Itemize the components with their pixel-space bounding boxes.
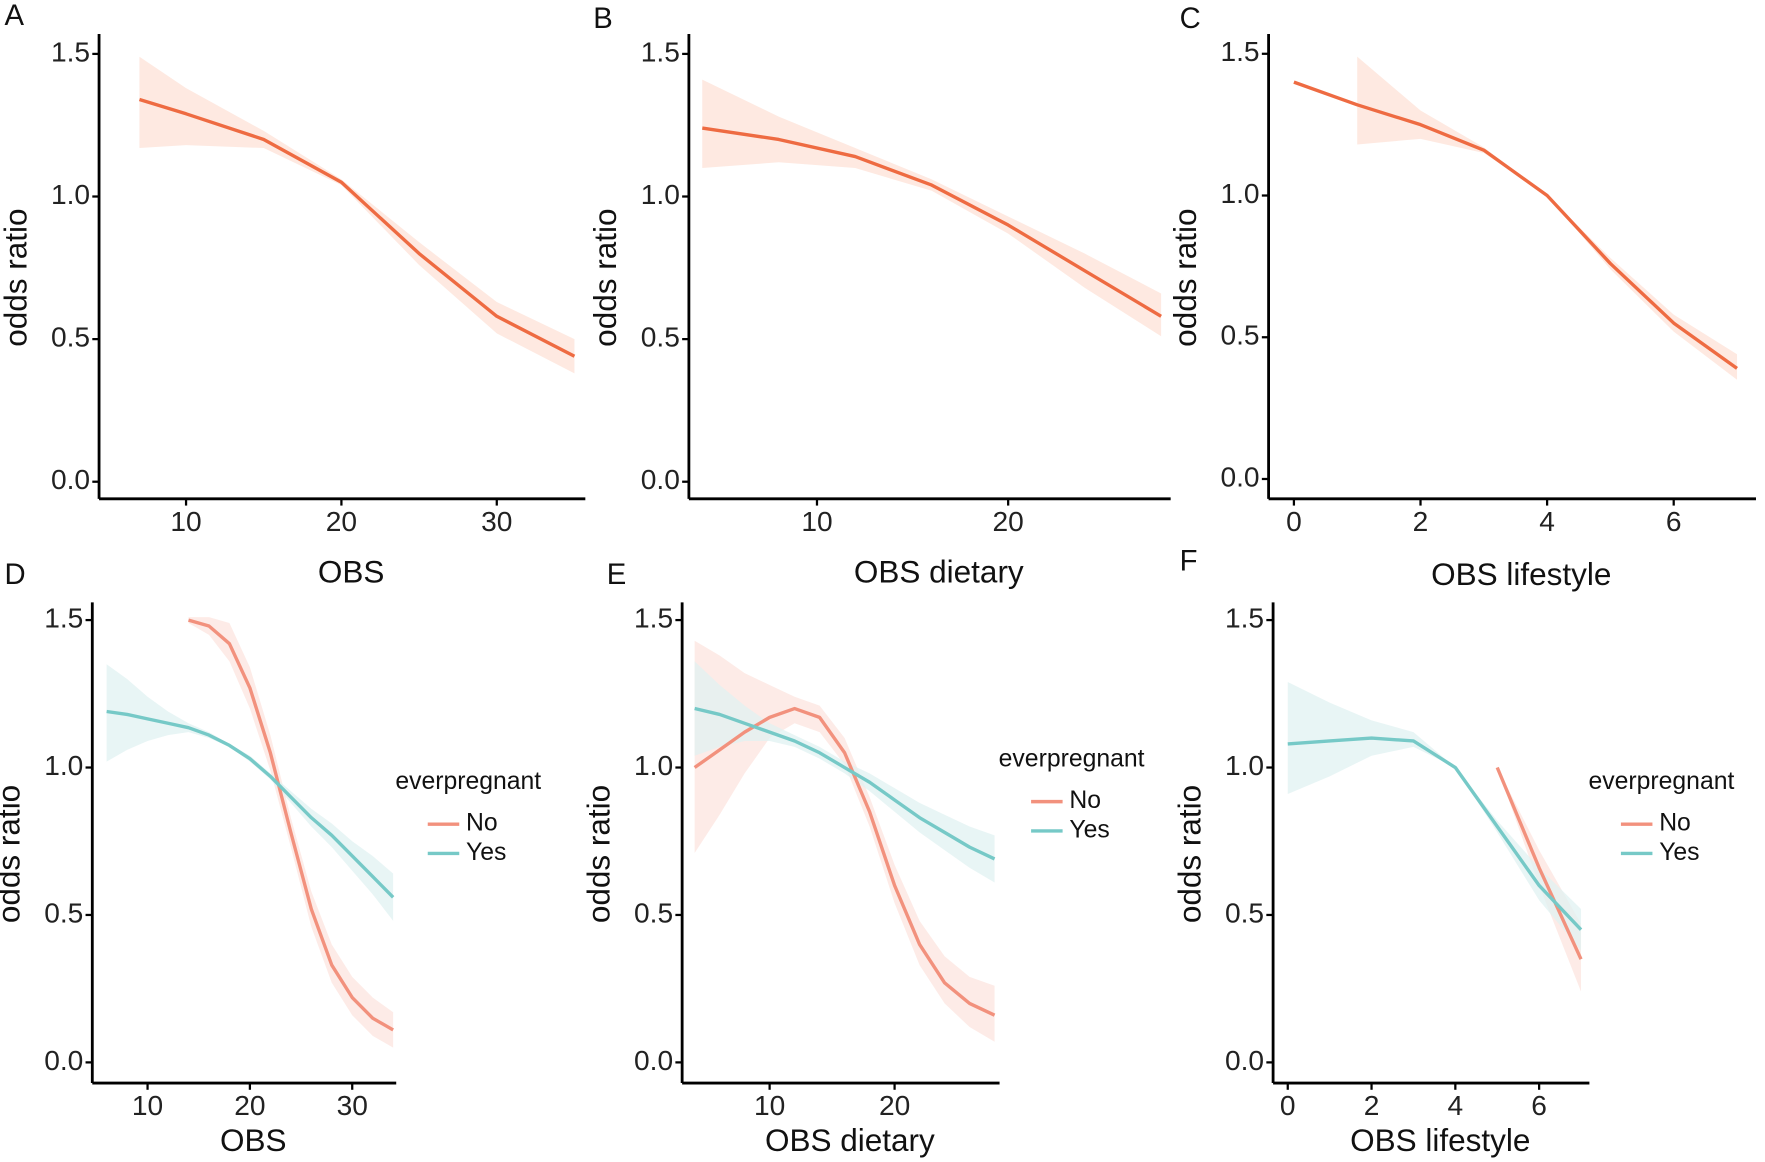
x-tick-label: 30 [337,1090,368,1121]
panel: 0.0 0.5 1.0 1.5 10 20 30 D OBS odds ratio everpreg… [0,559,541,1158]
y-tick-label: 0.0 [641,464,680,495]
y-tick-label: 0.0 [634,1045,673,1076]
y-tick-label: 1.5 [44,603,83,634]
x-tick-label: 10 [170,506,201,537]
x-axis-label: OBS dietary [765,1122,935,1158]
confidence-band [694,661,995,883]
line [1293,80,1738,370]
line [1287,736,1583,931]
x-tick-label: 20 [879,1090,910,1121]
panel: 0.0 0.5 1.0 1.5 0 2 4 6 F OBS lifestyle odds ratio… [1171,546,1734,1158]
panel: 0.0 0.5 1.0 1.5 10 20 E OBS dietary odds ratio ev… [580,559,1144,1158]
y-axis-label: odds ratio [587,208,623,346]
x-tick-label: 2 [1413,506,1429,537]
x-axis-label: OBS dietary [854,554,1024,590]
x-tick-label: 10 [132,1090,163,1121]
x-tick-label: 0 [1280,1090,1296,1121]
legend-label: No [1069,787,1101,814]
legend-label: No [1659,810,1691,837]
panel-letter: F [1180,546,1198,578]
panel-letter: E [607,559,627,591]
panel-letter: B [593,3,613,35]
x-tick-label: 20 [234,1090,265,1121]
y-tick-label: 1.0 [1225,750,1264,781]
x-tick-label: 2 [1364,1090,1380,1121]
x-axis-label: OBS lifestyle [1350,1122,1530,1158]
line [694,706,996,861]
y-tick-label: 0.0 [1225,1045,1264,1076]
panel: 0.0 0.5 1.0 1.5 10 20 B OBS dietary odds ratio [587,3,1171,590]
confidence-band [702,79,1162,337]
legend-label: Yes [1659,839,1699,866]
panel-letter: A [5,0,25,32]
y-axis-label: odds ratio [1171,785,1207,923]
y-tick-label: 1.5 [1220,36,1259,67]
y-tick-label: 1.5 [1225,603,1264,634]
confidence-band [1287,682,1582,951]
legend-label: Yes [1069,816,1109,843]
y-tick-label: 0.0 [51,464,90,495]
x-tick-label: 6 [1666,506,1682,537]
panel-letter: C [1180,3,1201,35]
y-tick-label: 1.0 [44,750,83,781]
panel: 0.0 0.5 1.0 1.5 10 20 30 A OBS odds ratio [0,0,586,590]
y-axis-label: odds ratio [0,785,27,923]
y-tick-label: 0.0 [44,1045,83,1076]
legend-title: everpregnant [395,768,541,795]
legend-label: Yes [466,839,506,866]
line [138,97,576,358]
panel: 0.0 0.5 1.0 1.5 0 2 4 6 C OBS lifestyle odds ratio [1167,3,1756,592]
y-tick-label: 1.0 [641,179,680,210]
x-tick-label: 10 [754,1090,785,1121]
legend-title: everpregnant [1589,768,1735,795]
y-tick-label: 1.5 [641,36,680,67]
line [1495,766,1583,960]
y-tick-label: 0.5 [1220,320,1259,351]
x-tick-label: 20 [326,506,357,537]
legend-title: everpregnant [999,746,1145,773]
y-tick-label: 1.0 [1220,178,1259,209]
y-tick-label: 0.5 [641,322,680,353]
confidence-band [106,664,394,921]
x-axis-label: OBS [220,1122,287,1158]
y-tick-label: 1.0 [634,750,673,781]
x-tick-label: 4 [1448,1090,1464,1121]
y-tick-label: 1.5 [51,36,90,67]
y-tick-label: 0.5 [51,322,90,353]
confidence-band [139,56,575,374]
y-tick-label: 0.0 [1220,461,1259,492]
x-tick-label: 0 [1286,506,1302,537]
legend-label: No [466,810,498,837]
panel-letter: D [5,559,26,591]
y-axis-label: odds ratio [580,785,616,923]
confidence-band [1357,56,1738,380]
x-tick-label: 20 [993,506,1024,537]
line [693,706,996,1017]
y-tick-label: 0.5 [1225,897,1264,928]
line [188,618,394,1032]
y-axis-label: odds ratio [0,208,33,346]
x-tick-label: 10 [801,506,832,537]
x-tick-label: 6 [1531,1090,1547,1121]
x-axis-label: OBS lifestyle [1431,556,1611,592]
y-axis-label: odds ratio [1167,208,1203,346]
x-tick-label: 4 [1539,506,1555,537]
x-axis-label: OBS [318,554,385,590]
line [702,126,1162,318]
line [106,709,395,899]
y-tick-label: 0.5 [634,897,673,928]
x-tick-label: 30 [481,506,512,537]
y-tick-label: 0.5 [44,897,83,928]
y-tick-label: 1.5 [634,603,673,634]
y-tick-label: 1.0 [51,179,90,210]
